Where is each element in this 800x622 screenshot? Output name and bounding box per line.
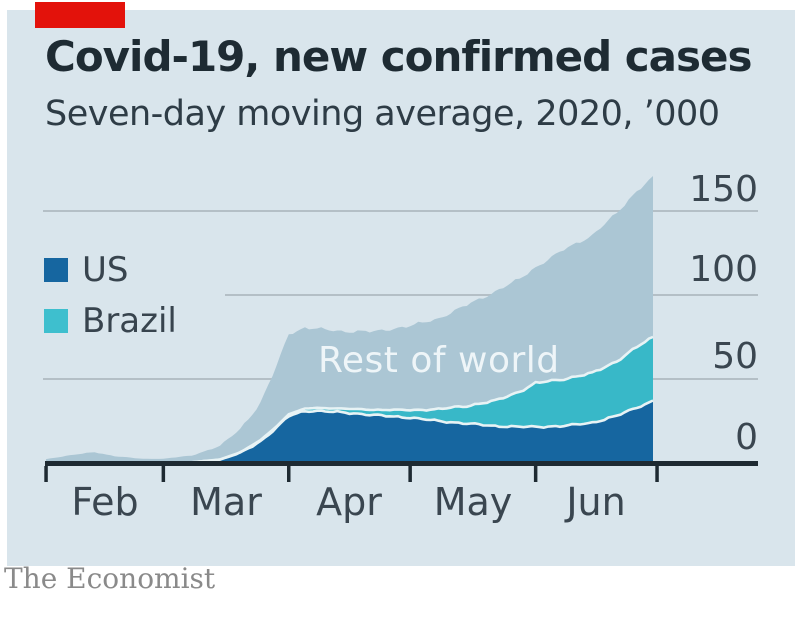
legend-item-brazil: Brazil	[44, 304, 177, 338]
chart-card	[7, 10, 795, 566]
legend-label-us: US	[82, 249, 129, 290]
y-axis-tick-0: 0	[735, 417, 758, 458]
y-axis-tick-100: 100	[689, 249, 758, 290]
chart-title: Covid-19, new confirmed cases	[45, 32, 752, 81]
chart-subtitle: Seven-day moving average, 2020, ’000	[45, 94, 720, 134]
legend-label-brazil: Brazil	[82, 300, 177, 341]
legend: US Brazil	[44, 253, 177, 358]
economist-red-tab	[35, 2, 125, 28]
x-axis-label-apr: Apr	[316, 480, 382, 524]
y-axis-tick-50: 50	[712, 336, 758, 377]
us-legend-swatch-icon	[44, 257, 68, 282]
source-attribution: The Economist	[4, 562, 216, 595]
x-axis-label-mar: Mar	[190, 480, 262, 524]
brazil-legend-swatch-icon	[44, 308, 68, 333]
x-axis-label-feb: Feb	[71, 480, 139, 524]
legend-item-us: US	[44, 253, 177, 287]
rest-of-world-annotation: Rest of world	[318, 340, 560, 381]
x-axis-label-jun: Jun	[566, 480, 626, 524]
y-axis-tick-150: 150	[689, 169, 758, 210]
x-axis-label-may: May	[433, 480, 513, 524]
